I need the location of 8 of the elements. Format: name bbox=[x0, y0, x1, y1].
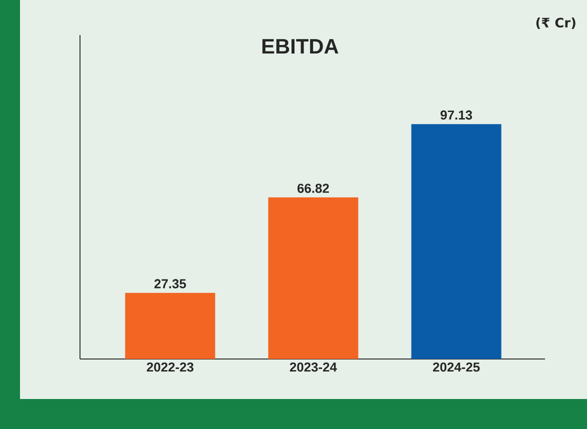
data-label: 97.13 bbox=[440, 110, 472, 120]
data-label: 27.35 bbox=[154, 279, 186, 288]
x-tick-label: 2024-25 bbox=[432, 362, 480, 372]
data-label: 66.82 bbox=[297, 184, 329, 193]
text: (₹ Cr) bbox=[536, 18, 576, 30]
x-tick-label: 2023-24 bbox=[290, 362, 337, 372]
chart-title: EBITDA bbox=[262, 39, 338, 54]
x-tick-label: 2022-23 bbox=[146, 362, 194, 372]
